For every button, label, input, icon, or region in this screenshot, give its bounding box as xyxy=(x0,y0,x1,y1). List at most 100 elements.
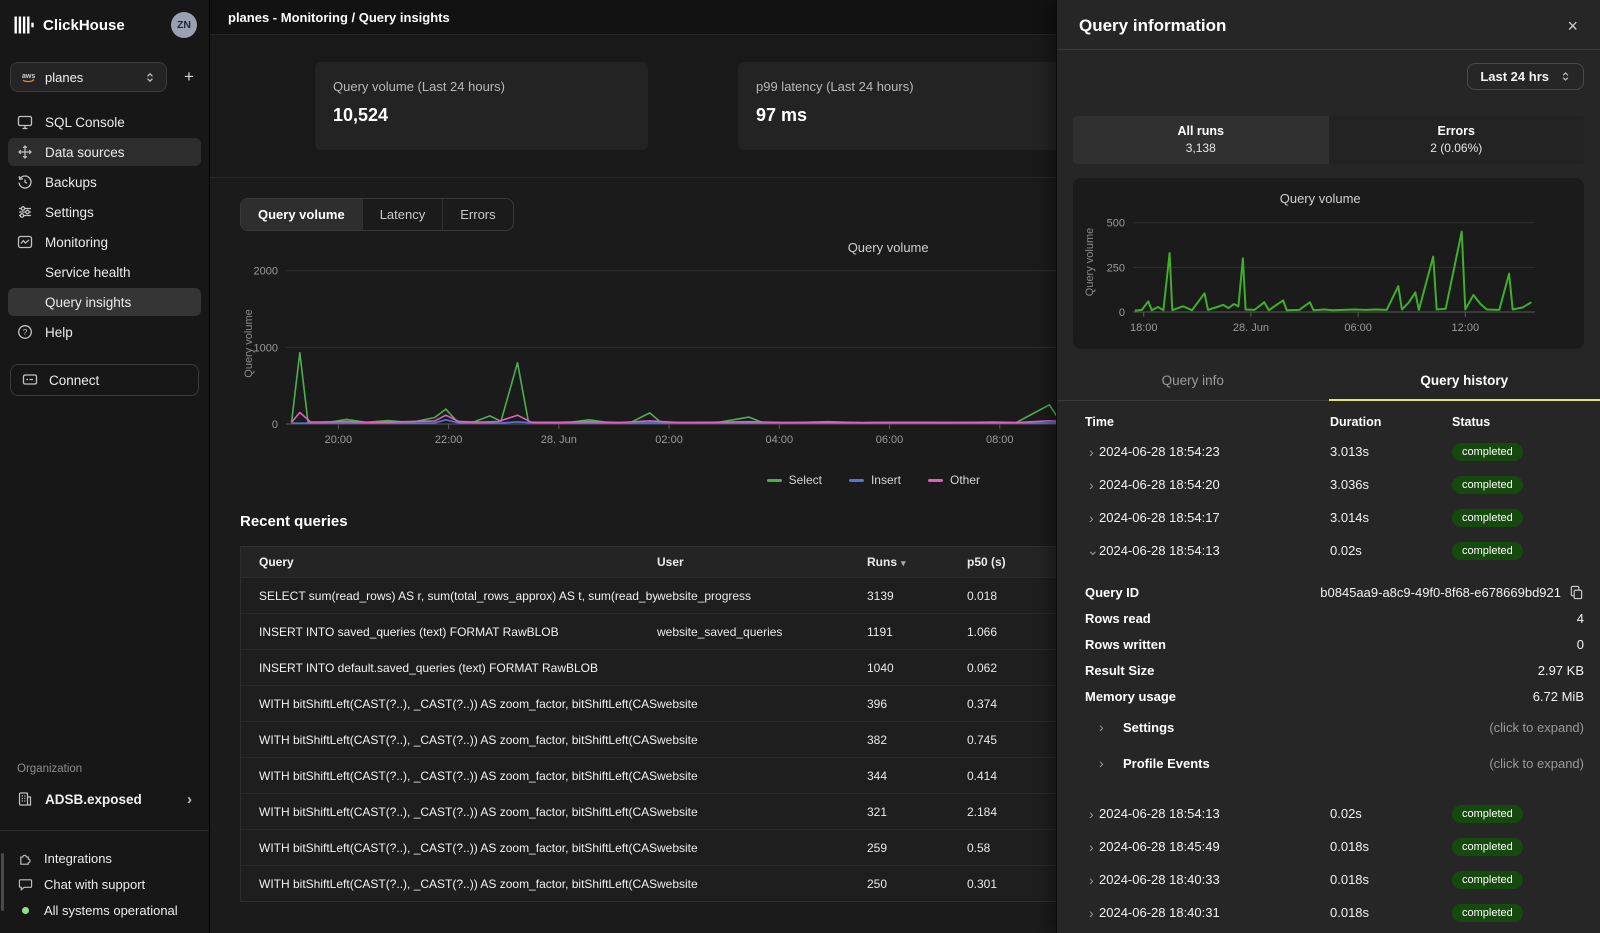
sidebar-item-backups[interactable]: Backups xyxy=(8,168,201,196)
sidebar-item-label: Help xyxy=(45,325,73,340)
chevron-right-icon[interactable]: › xyxy=(1069,444,1099,460)
svg-text:?: ? xyxy=(23,327,28,337)
table-row[interactable]: SELECT sum(read_rows) AS r, sum(total_ro… xyxy=(241,577,1075,613)
tab-query-history[interactable]: Query history xyxy=(1329,364,1600,401)
tab-query-info[interactable]: Query info xyxy=(1057,364,1329,400)
status-badge: completed xyxy=(1452,805,1523,823)
chart-tabs: Query volume Latency Errors xyxy=(240,198,514,231)
breadcrumb: planes - Monitoring / Query insights xyxy=(228,10,450,25)
table-row[interactable]: INSERT INTO default.saved_queries (text)… xyxy=(241,649,1075,685)
query-id-row: Query ID b0845aa9-a8c9-49f0-8f68-e678669… xyxy=(1085,579,1584,605)
chevron-right-icon[interactable]: › xyxy=(1069,839,1099,855)
chevron-right-icon[interactable]: › xyxy=(1069,510,1099,526)
service-selector[interactable]: aws planes xyxy=(10,62,167,92)
sidebar-item-query-insights[interactable]: Query insights xyxy=(8,288,201,316)
chart-legend: Select Insert Other xyxy=(240,473,1086,487)
table-row[interactable]: WITH bitShiftLeft(CAST(?..), _CAST(?..))… xyxy=(241,829,1075,865)
sidebar-item-settings[interactable]: Settings xyxy=(8,198,201,226)
expandable-profile-events[interactable]: › Profile Events (click to expand) xyxy=(1085,745,1584,781)
copy-icon[interactable] xyxy=(1569,585,1584,600)
sidebar-item-integrations[interactable]: Integrations xyxy=(8,845,201,871)
svg-text:2000: 2000 xyxy=(254,266,278,278)
chevron-right-icon: › xyxy=(1099,719,1123,735)
svg-text:Query volume: Query volume xyxy=(1084,228,1096,296)
table-row[interactable]: WITH bitShiftLeft(CAST(?..), _CAST(?..))… xyxy=(241,793,1075,829)
column-header-runs[interactable]: Runs▾ xyxy=(867,555,967,569)
tab-query-volume[interactable]: Query volume xyxy=(241,199,362,230)
stat-value: 97 ms xyxy=(756,105,1053,126)
sidebar-item-label: SQL Console xyxy=(45,115,125,130)
sidebar-item-service-health[interactable]: Service health xyxy=(8,258,201,286)
puzzle-icon xyxy=(17,850,33,866)
query-history: Time Duration Status › 2024-06-28 18:54:… xyxy=(1057,401,1600,929)
svg-text:28. Jun: 28. Jun xyxy=(541,434,577,446)
sidebar-item-data-sources[interactable]: Data sources xyxy=(8,138,201,166)
history-row[interactable]: › 2024-06-28 18:54:20 3.036s completed xyxy=(1069,468,1588,501)
brand-name: ClickHouse xyxy=(43,17,125,34)
recent-queries-table: Query User Runs▾ p50 (s) SELECT sum(read… xyxy=(240,546,1076,902)
chevron-down-icon[interactable]: ⌄ xyxy=(1067,542,1097,559)
chevron-right-icon[interactable]: › xyxy=(1069,872,1099,888)
building-icon xyxy=(17,791,33,807)
sidebar-item-label: Settings xyxy=(45,205,94,220)
chevron-right-icon[interactable]: › xyxy=(1069,806,1099,822)
history-row[interactable]: › 2024-06-28 18:45:49 0.018s completed xyxy=(1069,830,1588,863)
tab-latency[interactable]: Latency xyxy=(362,199,443,230)
toggle-errors[interactable]: Errors 2 (0.06%) xyxy=(1329,116,1585,164)
legend-item-select[interactable]: Select xyxy=(767,473,822,487)
status-badge: completed xyxy=(1452,904,1523,922)
chevron-right-icon[interactable]: › xyxy=(1069,477,1099,493)
sidebar-item-monitoring[interactable]: Monitoring xyxy=(8,228,201,256)
history-row[interactable]: › 2024-06-28 18:54:23 3.013s completed xyxy=(1069,435,1588,468)
history-row[interactable]: › 2024-06-28 18:40:33 0.018s completed xyxy=(1069,863,1588,896)
toggle-all-runs[interactable]: All runs 3,138 xyxy=(1073,116,1329,164)
legend-swatch xyxy=(767,479,782,482)
history-row-expanded[interactable]: ⌄ 2024-06-28 18:54:13 0.02s completed xyxy=(1069,534,1588,567)
stat-value: 10,524 xyxy=(333,105,630,126)
svg-text:250: 250 xyxy=(1107,262,1125,274)
close-icon[interactable]: × xyxy=(1567,17,1578,35)
sidebar-item-chat-support[interactable]: Chat with support xyxy=(8,871,201,897)
panel-chart-svg: 025050018:0028. Jun06:0012:00Query volum… xyxy=(1081,188,1541,338)
add-service-button[interactable]: + xyxy=(179,67,199,87)
time-range-value: Last 24 hrs xyxy=(1480,69,1549,84)
sidebar-scrollbar[interactable] xyxy=(1,853,4,911)
time-range-select[interactable]: Last 24 hrs xyxy=(1467,63,1584,90)
status-badge: completed xyxy=(1452,542,1523,560)
table-row[interactable]: INSERT INTO saved_queries (text) FORMAT … xyxy=(241,613,1075,649)
panel-tabs: Query info Query history xyxy=(1057,364,1600,401)
svg-text:08:00: 08:00 xyxy=(986,434,1014,446)
svg-text:22:00: 22:00 xyxy=(435,434,463,446)
table-row[interactable]: WITH bitShiftLeft(CAST(?..), _CAST(?..))… xyxy=(241,865,1075,901)
legend-item-insert[interactable]: Insert xyxy=(849,473,901,487)
history-row[interactable]: › 2024-06-28 18:40:31 0.018s completed xyxy=(1069,896,1588,929)
sidebar-item-sql-console[interactable]: SQL Console xyxy=(8,108,201,136)
avatar[interactable]: ZN xyxy=(171,12,197,38)
column-header-status: Status xyxy=(1452,415,1588,429)
sidebar-item-help[interactable]: ? Help xyxy=(8,318,201,346)
table-row[interactable]: WITH bitShiftLeft(CAST(?..), _CAST(?..))… xyxy=(241,757,1075,793)
system-status-item[interactable]: All systems operational xyxy=(8,897,201,923)
detail-row: Rows read4 xyxy=(1085,605,1584,631)
stat-card-query-volume: Query volume (Last 24 hours) 10,524 xyxy=(315,62,648,150)
tab-errors[interactable]: Errors xyxy=(442,199,512,230)
connect-icon xyxy=(22,372,38,388)
column-header-time: Time xyxy=(1069,415,1330,429)
history-row[interactable]: › 2024-06-28 18:54:13 0.02s completed xyxy=(1069,797,1588,830)
stat-label: p99 latency (Last 24 hours) xyxy=(756,79,1053,94)
organization-item[interactable]: ADSB.exposed › xyxy=(8,784,201,814)
panel-title: Query information xyxy=(1079,16,1226,36)
panel-query-volume-chart: 025050018:0028. Jun06:0012:00Query volum… xyxy=(1073,178,1584,349)
legend-item-other[interactable]: Other xyxy=(928,473,980,487)
sidebar-nav: SQL Console Data sources Backups Setting… xyxy=(0,108,209,348)
connect-button[interactable]: Connect xyxy=(10,364,199,396)
table-row[interactable]: WITH bitShiftLeft(CAST(?..), _CAST(?..))… xyxy=(241,721,1075,757)
table-row[interactable]: WITH bitShiftLeft(CAST(?..), _CAST(?..))… xyxy=(241,685,1075,721)
connect-label: Connect xyxy=(49,373,99,388)
status-badge: completed xyxy=(1452,509,1523,527)
history-row[interactable]: › 2024-06-28 18:54:17 3.014s completed xyxy=(1069,501,1588,534)
range-row: Last 24 hrs xyxy=(1057,50,1600,90)
expandable-settings[interactable]: › Settings (click to expand) xyxy=(1085,709,1584,745)
query-id-value: b0845aa9-a8c9-49f0-8f68-e678669bd921 xyxy=(1320,585,1561,600)
chevron-right-icon[interactable]: › xyxy=(1069,905,1099,921)
